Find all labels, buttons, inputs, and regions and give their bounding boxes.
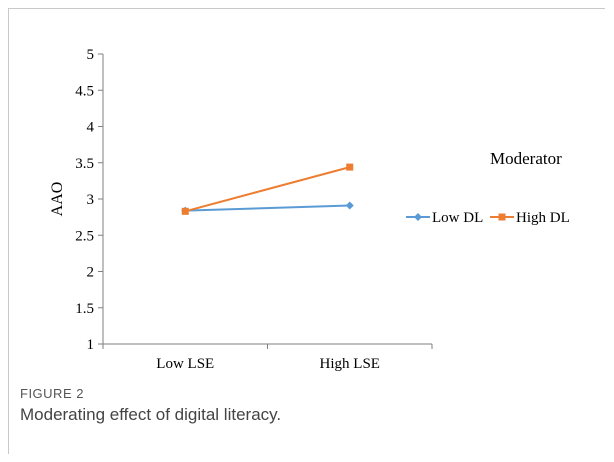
y-axis-ticks: 1 1.5 2 2.5 3 3.5 4 4.5 5 xyxy=(75,47,103,353)
y-tick-label: 4 xyxy=(87,120,95,136)
y-tick-label: 2 xyxy=(87,265,95,281)
y-tick-label: 2.5 xyxy=(75,228,94,244)
y-tick-label: 1.5 xyxy=(75,301,94,317)
x-tick-label: High LSE xyxy=(320,356,380,372)
data-point-marker xyxy=(181,207,189,215)
figure-label: FIGURE 2 xyxy=(20,386,84,401)
y-tick-label: 4.5 xyxy=(75,83,94,99)
series-high-dl xyxy=(181,163,354,215)
series-line xyxy=(185,204,350,212)
series-layer xyxy=(181,163,354,215)
legend-swatch-marker xyxy=(414,213,422,221)
legend-title: Moderator xyxy=(490,149,562,168)
legend-entry: Low DL xyxy=(406,210,483,226)
y-tick-label: 5 xyxy=(87,47,95,63)
y-axis-label: AAO xyxy=(49,182,66,217)
figure-caption: Moderating effect of digital literacy. xyxy=(20,405,282,424)
x-axis-ticks: Low LSE High LSE xyxy=(102,344,433,372)
legend-swatch-marker xyxy=(498,213,506,221)
y-tick-label: 3 xyxy=(87,192,95,208)
legend-label: Low DL xyxy=(432,210,483,226)
legend-label: High DL xyxy=(516,210,570,226)
y-tick-label: 3.5 xyxy=(75,156,94,172)
legend-entry: High DL xyxy=(490,210,570,226)
series-line xyxy=(184,166,351,213)
line-chart: 1 1.5 2 2.5 3 3.5 4 4.5 5 Low LSE High LSE AAO Mo… xyxy=(49,47,570,372)
data-point-marker xyxy=(345,201,354,210)
figure-frame xyxy=(8,8,605,454)
data-point-marker xyxy=(346,163,354,171)
y-tick-label: 1 xyxy=(87,337,95,353)
series-low-dl xyxy=(181,201,354,215)
x-tick-label: Low LSE xyxy=(156,356,214,372)
legend: Low DL High DL xyxy=(406,210,570,226)
